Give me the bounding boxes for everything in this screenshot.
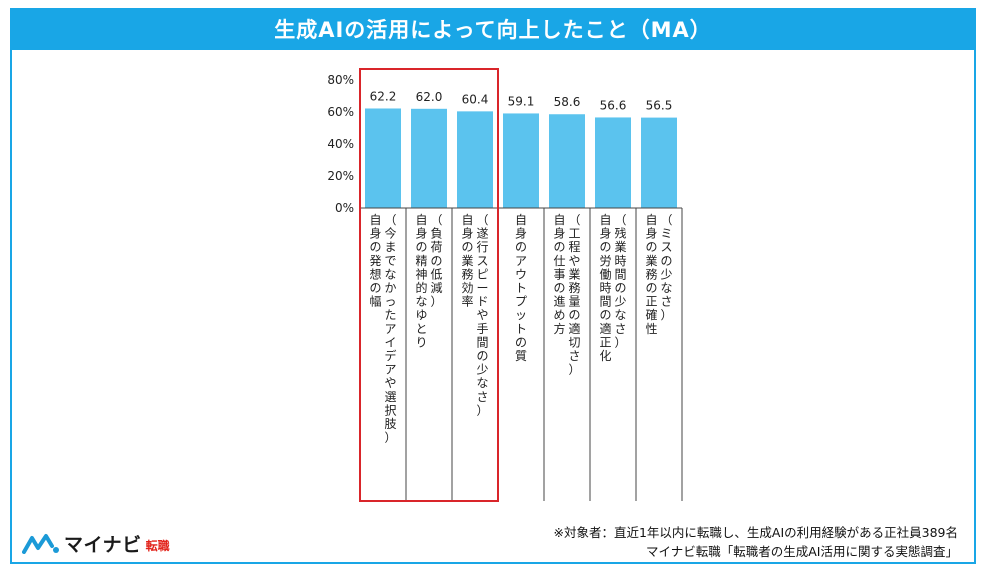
bar xyxy=(503,113,539,208)
bar-value-label: 56.6 xyxy=(600,98,627,112)
logo: マイナビ 転職 xyxy=(22,528,170,558)
category-label: （負荷の低減） xyxy=(430,213,442,309)
footnote-line-2: マイナビ転職「転職者の生成AI活用に関する実態調査」 xyxy=(646,544,958,559)
bar-value-label: 62.2 xyxy=(370,89,397,103)
category-label: （工程や業務量の適切さ） xyxy=(568,213,580,377)
bar xyxy=(595,117,631,208)
bar-value-label: 56.5 xyxy=(646,99,673,113)
bar-value-label: 59.1 xyxy=(508,94,535,108)
bar xyxy=(457,111,493,208)
bar-chart: 80% 60% 40% 20% 0% 62.2 62.0 60.4 59.1 58.6 56.6 56… xyxy=(327,68,683,502)
bar xyxy=(365,108,401,208)
category-label: （残業時間の少なさ） xyxy=(614,213,626,349)
y-tick-label: 20% xyxy=(327,169,354,183)
category-label: 自身の業務の正確性 xyxy=(645,213,657,336)
chart-title: 生成AIの活用によって向上したこと（MA） xyxy=(12,10,974,50)
bar-value-label: 58.6 xyxy=(554,95,581,109)
category-label: （遂行スピードや手間の少なさ） xyxy=(476,213,488,417)
bar xyxy=(549,114,585,208)
logo-subtext: 転職 xyxy=(145,538,170,553)
category-label: （今までなかったアイデアや選択肢） xyxy=(384,213,396,445)
category-label: 自身の業務効率 xyxy=(461,213,473,309)
footnote-line-1: ※対象者：直近1年以内に転職し、生成AIの利用経験がある正社員389名 xyxy=(553,525,958,540)
chart-frame: 生成AIの活用によって向上したこと（MA） xyxy=(10,8,976,564)
highlight-box xyxy=(359,68,499,502)
category-label: 自身の仕事の進め方 xyxy=(553,213,565,336)
footnote: ※対象者：直近1年以内に転職し、生成AIの利用経験がある正社員389名 マイナビ… xyxy=(553,523,958,561)
bar-value-label: 60.4 xyxy=(462,92,489,106)
y-tick-label: 60% xyxy=(327,105,354,119)
logo-text: マイナビ xyxy=(64,533,142,556)
mynavi-logo-icon xyxy=(22,534,59,554)
y-tick-label: 80% xyxy=(327,73,354,87)
bar-value-label: 62.0 xyxy=(416,90,443,104)
category-label: 自身の発想の幅 xyxy=(369,213,381,309)
category-label: （ミスの少なさ） xyxy=(660,213,672,322)
category-label: 自身の労働時間の適正化 xyxy=(599,213,611,363)
y-tick-label: 0% xyxy=(335,201,354,215)
bar xyxy=(411,108,447,208)
y-tick-label: 40% xyxy=(327,137,354,151)
category-label: 自身の精神的なゆとり xyxy=(415,213,427,349)
bar xyxy=(641,117,677,208)
category-label: 自身のアウトプットの質 xyxy=(515,213,527,363)
